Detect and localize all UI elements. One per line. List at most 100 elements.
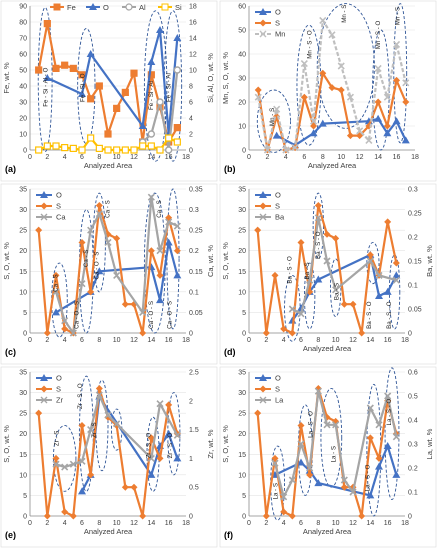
y2-tick-label: 0.15 — [408, 259, 422, 266]
x-tick-label: 18 — [182, 154, 190, 161]
point-Mn — [273, 105, 281, 113]
x-tick-label: 18 — [182, 337, 190, 344]
point-S — [402, 98, 410, 106]
annotation-label: Ca - O - S — [74, 301, 81, 329]
x-tick-label: 10 — [337, 154, 345, 161]
point-Zr — [113, 420, 121, 428]
point-O — [78, 90, 86, 97]
y2-tick-label: 10 — [189, 68, 197, 75]
point-O — [314, 275, 323, 283]
y2-axis-label: Ba, wt. % — [425, 245, 434, 277]
legend-marker — [40, 396, 48, 404]
point-Ba — [392, 276, 400, 284]
point-La — [280, 493, 288, 501]
y2-tick-label: 2.5 — [189, 370, 199, 377]
point-Mn — [309, 117, 318, 125]
x-tick-label: 8 — [97, 154, 101, 161]
highlight-ellipse — [316, 3, 375, 129]
panel-b: 0 10 20 30 40 50 60 0 2 4 6 8 10 12 14 16 18 Analyzed Are… — [219, 0, 437, 182]
x-tick-label: 16 — [384, 520, 392, 527]
legend-label: S — [275, 19, 280, 28]
y-tick-label: 5 — [23, 493, 27, 500]
point-S — [61, 508, 69, 516]
point-S — [384, 218, 392, 226]
point-S — [374, 98, 382, 106]
legend-marker — [259, 396, 267, 404]
y2-tick-label: 0.15 — [189, 269, 203, 276]
x-axis-label: Analyzed Area — [308, 161, 357, 170]
y2-tick-label: 0.05 — [189, 310, 203, 317]
point-S — [288, 512, 296, 520]
panel-border — [0, 183, 218, 365]
y-tick-label: 0 — [242, 148, 246, 155]
legend-marker — [125, 3, 133, 11]
x-tick-label: 6 — [299, 337, 303, 344]
point-S — [337, 86, 345, 94]
point-Mn — [300, 60, 308, 68]
point-La — [384, 392, 392, 400]
point-S — [121, 483, 129, 491]
legend-label: S — [56, 202, 61, 211]
point-S — [288, 329, 296, 337]
point-S — [392, 259, 400, 267]
legend-label: Ca — [56, 213, 66, 222]
point-O — [156, 296, 164, 304]
y2-tick-label: 12 — [189, 52, 197, 59]
legend-marker — [259, 19, 267, 27]
point-S — [356, 132, 364, 140]
x-tick-label: 10 — [113, 337, 121, 344]
annotation-label: Zr - S - O — [145, 432, 152, 458]
y2-tick-label: 0.1 — [408, 490, 418, 497]
annotation-label: Mn - S — [394, 7, 401, 25]
y-tick-label: 0 — [242, 514, 246, 521]
point-Si — [130, 146, 138, 154]
legend-label: Mn — [275, 30, 285, 39]
annotation-label: Ba - S — [333, 283, 340, 300]
point-O — [147, 470, 156, 478]
y2-tick-label: 0.25 — [408, 211, 422, 218]
point-Mn — [356, 127, 364, 135]
point-Mn — [254, 93, 262, 101]
point-S — [173, 247, 181, 255]
y2-tick-label: 18 — [189, 4, 197, 11]
annotation-label: La - S - O — [386, 398, 393, 425]
x-tick-label: 4 — [63, 154, 67, 161]
annotation-label: Ba - S — [304, 262, 311, 279]
y-tick-label: 60 — [238, 4, 246, 11]
point-La — [349, 488, 357, 496]
y-tick-label: 35 — [238, 370, 246, 377]
point-Zr — [78, 457, 86, 465]
point-Ca — [95, 210, 103, 218]
legend-label: O — [103, 3, 109, 12]
point-S — [280, 325, 288, 333]
highlight-ellipse — [256, 89, 291, 153]
y-tick-label: 30 — [238, 207, 246, 214]
x-tick-label: 14 — [147, 520, 155, 527]
annotation-label: Zr - S — [91, 422, 98, 437]
point-S — [139, 512, 147, 520]
point-La — [340, 476, 348, 484]
point-S — [147, 247, 155, 255]
y2-tick-label: 0 — [189, 331, 193, 338]
point-S — [340, 300, 348, 308]
y-tick-label: 20 — [19, 248, 27, 255]
point-Ca — [87, 226, 95, 234]
y-tick-label: 30 — [19, 100, 27, 107]
annotation-label: La - S - O — [307, 411, 314, 438]
y-tick-label: 10 — [19, 132, 27, 139]
annotation-label: Ca - S — [156, 200, 163, 218]
annotation-label: Ba - S - O — [286, 256, 293, 284]
legend-label: O — [275, 8, 281, 17]
point-Si — [147, 142, 155, 150]
x-tick-label: 12 — [349, 337, 357, 344]
point-La — [332, 421, 340, 429]
annotation-label: Ca - S — [53, 274, 60, 292]
point-Ca — [147, 193, 155, 201]
annotation-label: Mn - S - O — [307, 30, 314, 59]
y-tick-label: 30 — [19, 207, 27, 214]
point-O — [374, 114, 383, 122]
x-tick-label: 18 — [401, 520, 409, 527]
x-tick-label: 14 — [374, 154, 382, 161]
y-tick-label: 70 — [19, 36, 27, 43]
panel-label: (d) — [224, 347, 236, 357]
